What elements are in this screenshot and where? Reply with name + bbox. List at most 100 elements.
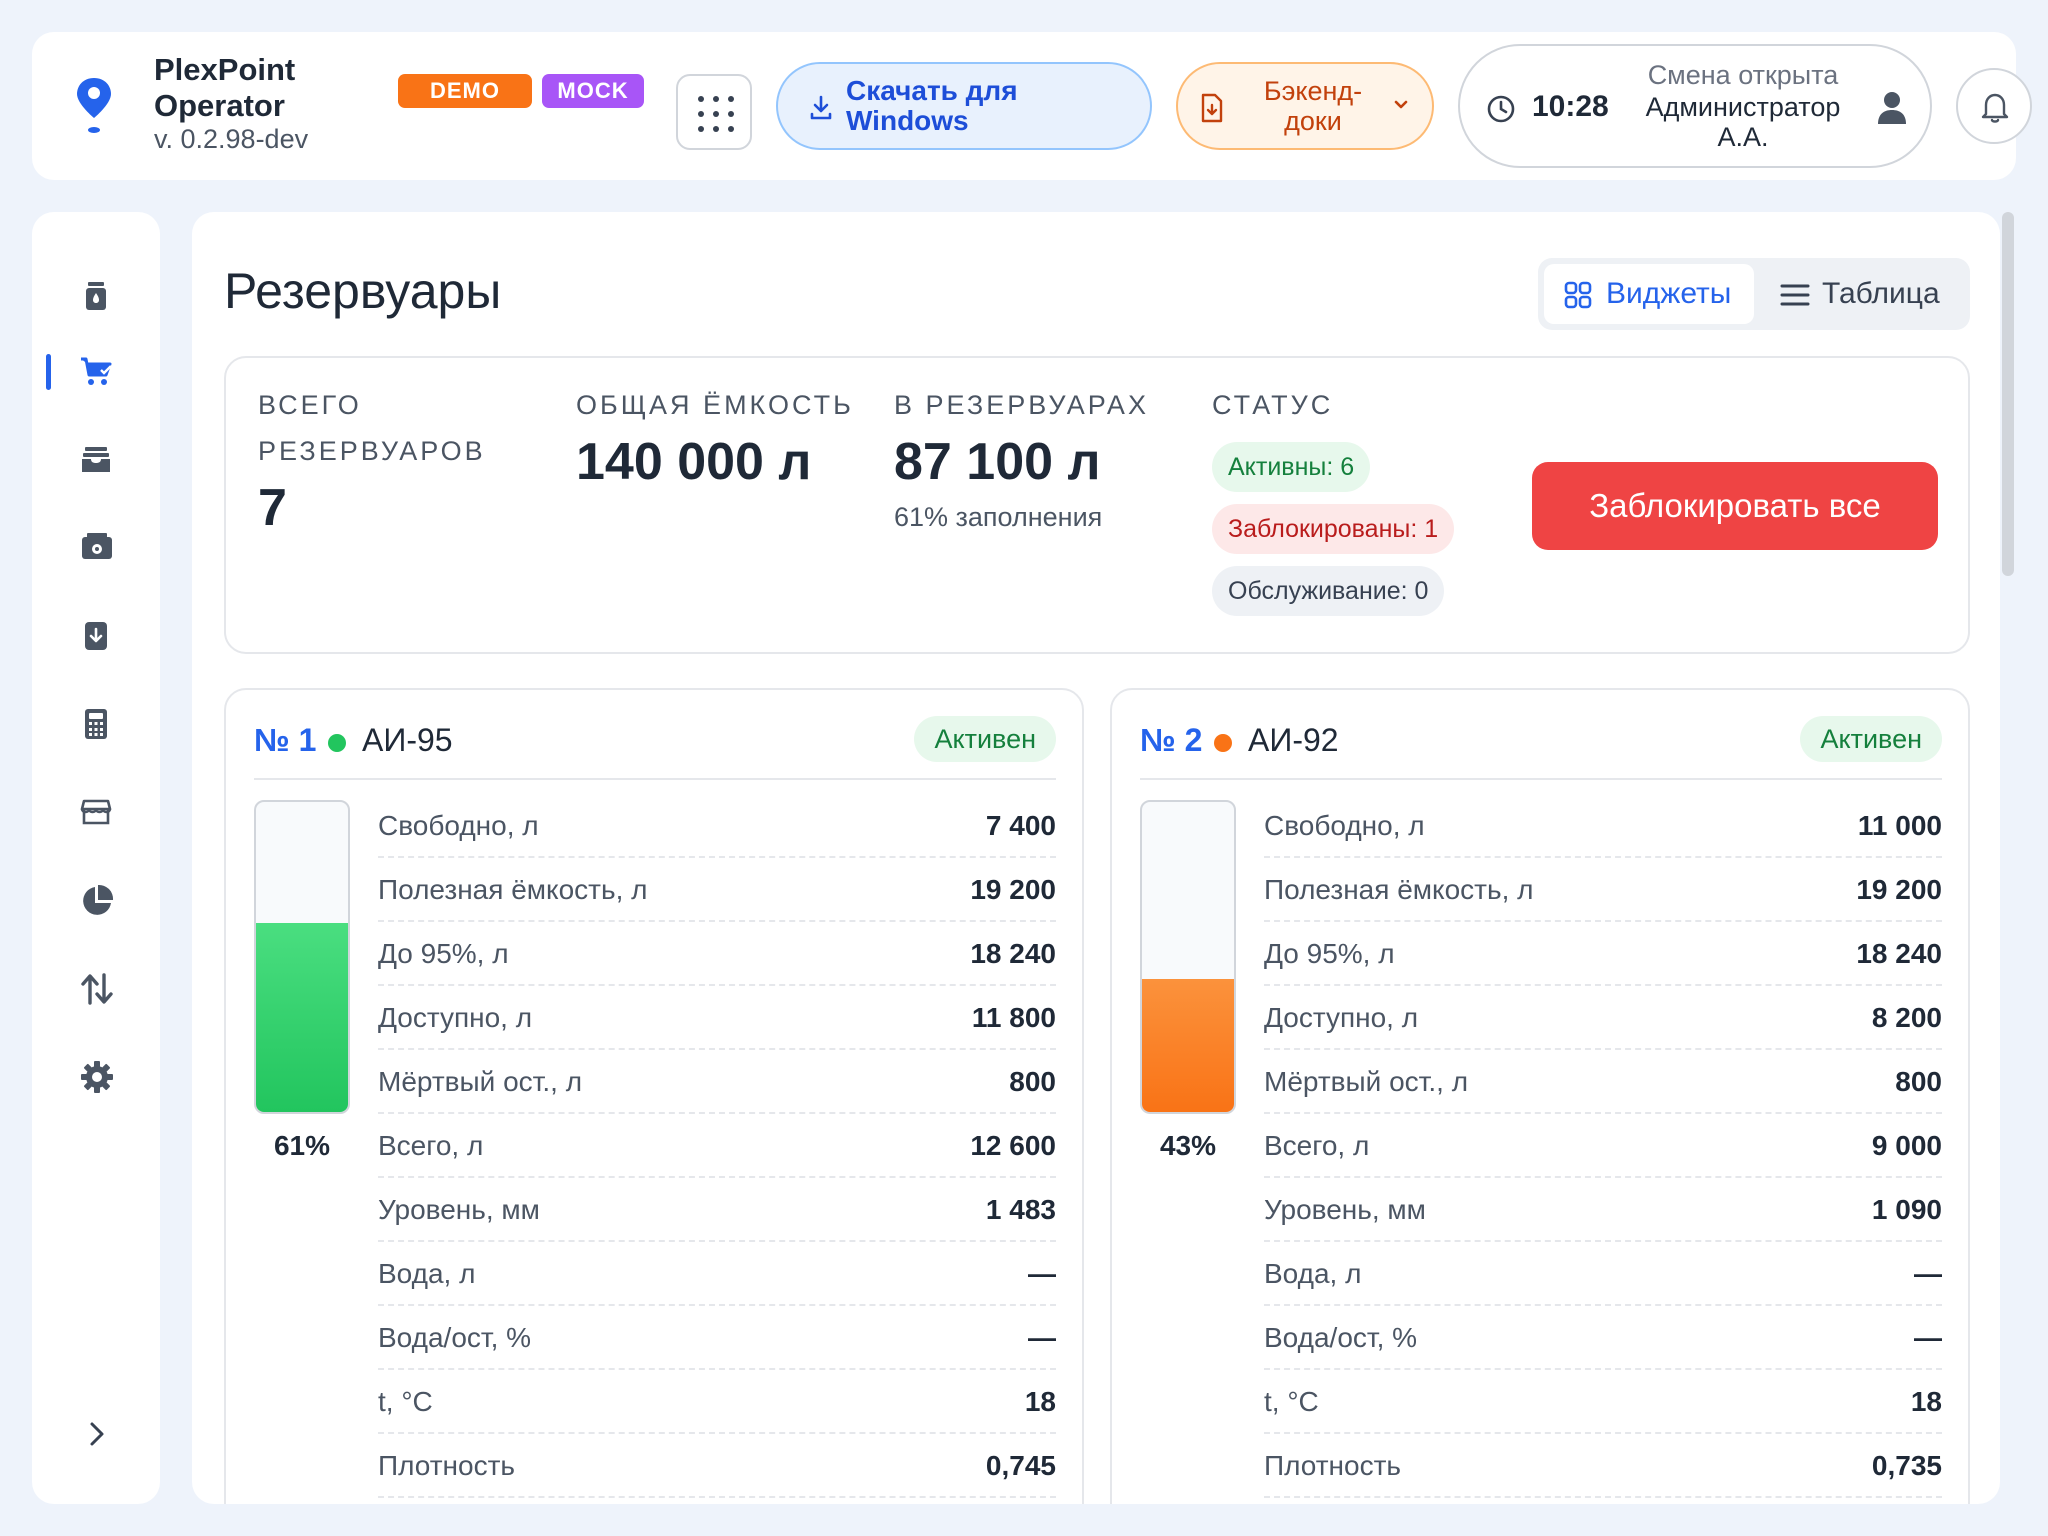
tank-card-header: № 2 АИ-92 Активен	[1140, 716, 1942, 780]
metric-value: 11 000	[1857, 810, 1942, 841]
metric-label: Мёртвый ост., л	[1264, 1066, 1469, 1097]
metric-value: 1 483	[985, 1194, 1056, 1225]
shift-status: Смена открыта	[1647, 60, 1839, 90]
total-tanks-value: 7	[258, 479, 287, 537]
metric-row: До 95%, л 18 240	[1264, 922, 1942, 986]
metric-value: —	[1028, 1322, 1056, 1353]
shift-user-panel[interactable]: 10:28 Смена открыта Администратор А.А.	[1458, 44, 1932, 168]
download-windows-button[interactable]: Скачать для Windows	[776, 62, 1152, 150]
app-name: PlexPoint Operator	[154, 52, 296, 123]
sidebar-item-calculator[interactable]	[66, 694, 126, 754]
transfer-icon	[81, 973, 113, 1005]
widgets-view-label: Виджеты	[1606, 277, 1732, 310]
in-tanks-label: В РЕЗЕРВУАРАХ	[894, 390, 1149, 420]
view-toggle: Виджеты Таблица	[1538, 258, 1970, 330]
tank-metrics: Свободно, л 7 400 Полезная ёмкость, л 19 20…	[378, 794, 1056, 1498]
metric-value: —	[1914, 1258, 1942, 1289]
sidebar-item-inbox[interactable]	[66, 430, 126, 490]
metric-label: Плотность	[378, 1450, 516, 1481]
gear-icon	[81, 1061, 113, 1093]
metric-row: Доступно, л 11 800	[378, 986, 1056, 1050]
metric-row: t, °C 18	[1264, 1370, 1942, 1434]
sidebar-item-cashbox[interactable]	[66, 518, 126, 578]
tank-level-fill	[256, 922, 348, 1112]
metric-value: 19 200	[1856, 874, 1942, 905]
fuel-color-dot	[1214, 734, 1232, 752]
fuel-tank-icon	[86, 282, 106, 310]
tank-card[interactable]: № 1 АИ-95 Активен 61% Свободно, л 7 400 По…	[224, 688, 1084, 1504]
metric-label: Мёртвый ост., л	[378, 1066, 583, 1097]
tank-status-badge: Активен	[914, 716, 1056, 762]
metric-row: Плотность 0,735	[1264, 1434, 1942, 1498]
widgets-grid-icon	[1564, 281, 1592, 309]
notifications-button[interactable]	[1956, 68, 2032, 144]
metric-value: 12 600	[970, 1130, 1056, 1161]
cash-box-icon	[82, 533, 112, 559]
metric-label: Уровень, мм	[1264, 1194, 1426, 1225]
store-icon	[80, 799, 112, 825]
clock-icon	[1487, 95, 1515, 123]
backend-docs-dropdown[interactable]: Бэкенд-доки	[1176, 62, 1434, 150]
bell-icon	[1981, 93, 2009, 123]
main-scrollbar[interactable]	[2002, 212, 2014, 576]
download-label: Скачать для Windows	[846, 75, 1018, 136]
sidebar-item-reports[interactable]	[66, 870, 126, 930]
tank-level-fill	[1142, 978, 1234, 1112]
metric-row: Уровень, мм 1 090	[1264, 1178, 1942, 1242]
tank-level-gauge	[254, 800, 350, 1114]
metric-label: Свободно, л	[1264, 810, 1425, 841]
table-view-label: Таблица	[1822, 277, 1940, 310]
docs-label: Бэкенд-доки	[1263, 76, 1363, 136]
widgets-view-button[interactable]: Виджеты	[1544, 264, 1754, 324]
metric-value: 0,735	[1871, 1450, 1942, 1481]
metric-label: Вода, л	[378, 1258, 476, 1289]
download-icon	[810, 95, 832, 120]
metric-label: До 95%, л	[1264, 938, 1395, 969]
summary-card: ВСЕГО РЕЗЕРВУАРОВ 7 ОБЩАЯ ЁМКОСТЬ 140 00…	[224, 356, 1970, 654]
sidebar-item-sales[interactable]	[66, 342, 126, 402]
metric-row: Полезная ёмкость, л 19 200	[378, 858, 1056, 922]
metric-label: Вода/ост, %	[378, 1322, 532, 1353]
metric-value: 18	[1910, 1386, 1942, 1417]
fuel-color-dot	[328, 734, 346, 752]
calculator-icon	[85, 709, 107, 739]
metric-value: 8 200	[1871, 1002, 1942, 1033]
sidebar-item-tanks[interactable]	[66, 266, 126, 326]
tank-status-badge: Активен	[1800, 716, 1942, 762]
metric-row: Уровень, мм 1 483	[378, 1178, 1056, 1242]
sidebar-item-store[interactable]	[66, 782, 126, 842]
download-doc-icon	[85, 622, 107, 650]
metric-value: —	[1028, 1258, 1056, 1289]
metric-row: Полезная ёмкость, л 19 200	[1264, 858, 1942, 922]
top-header: PlexPoint Operator v. 0.2.98-dev DEMO MO…	[32, 32, 2032, 180]
metric-row: Вода, л —	[1264, 1242, 1942, 1306]
metric-row: t, °C 18	[378, 1370, 1056, 1434]
fill-percentage-text: 61% заполнения	[894, 502, 1103, 532]
metric-label: Полезная ёмкость, л	[378, 874, 648, 905]
metric-value: 18	[1024, 1386, 1056, 1417]
metric-label: Полезная ёмкость, л	[1264, 874, 1534, 905]
in-tanks-value: 87 100 л	[894, 433, 1101, 491]
metric-value: 800	[1009, 1066, 1056, 1097]
metric-row: Вода/ост, % —	[378, 1306, 1056, 1370]
table-view-button[interactable]: Таблица	[1764, 264, 1964, 324]
metric-value: 1 090	[1871, 1194, 1942, 1225]
demo-badge: DEMO	[398, 74, 532, 108]
metric-value: 18 240	[970, 938, 1056, 969]
sidebar-item-settings[interactable]	[66, 1046, 126, 1106]
metric-row: Свободно, л 11 000	[1264, 794, 1942, 858]
chevron-right-icon[interactable]	[76, 1414, 116, 1454]
tank-number: № 2	[1140, 722, 1203, 758]
tank-card[interactable]: № 2 АИ-92 Активен 43% Свободно, л 11 000 П…	[1110, 688, 1970, 1504]
block-all-button[interactable]: Заблокировать все	[1532, 462, 1938, 550]
metric-label: До 95%, л	[378, 938, 509, 969]
total-capacity-value: 140 000 л	[576, 433, 812, 491]
sidebar-item-transfers[interactable]	[66, 958, 126, 1018]
metric-label: t, °C	[378, 1386, 433, 1417]
document-download-icon	[1201, 93, 1223, 123]
status-active-badge: Активны: 6	[1212, 442, 1371, 492]
apps-grid-button[interactable]	[676, 74, 752, 150]
sidebar-item-receipts[interactable]	[66, 606, 126, 666]
user-icon	[1878, 92, 1906, 124]
metric-value: 800	[1895, 1066, 1942, 1097]
